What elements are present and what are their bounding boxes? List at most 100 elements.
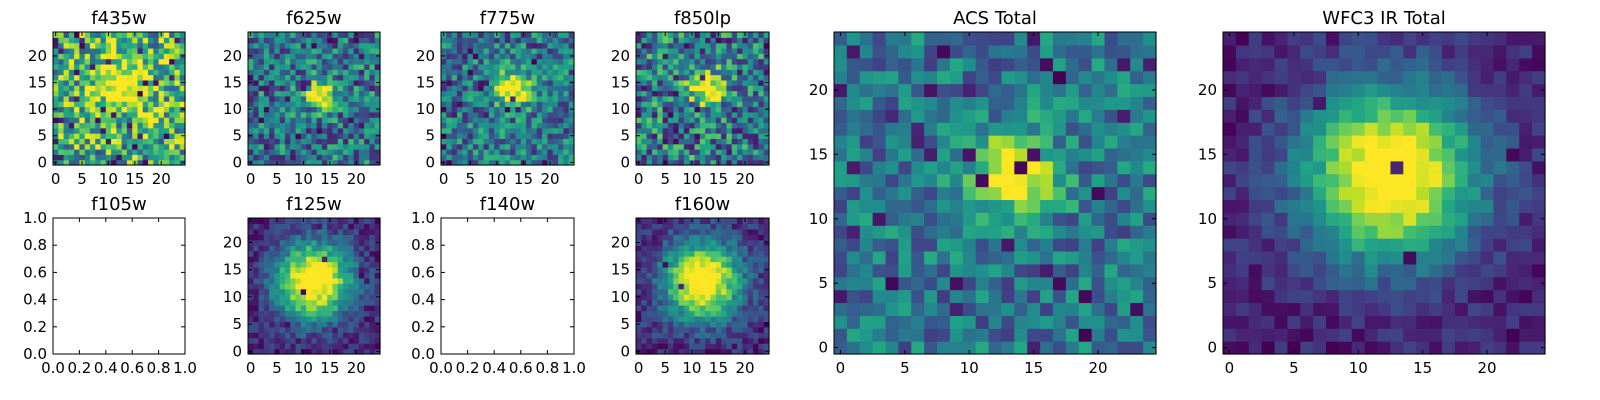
heatmap-cell	[763, 42, 770, 49]
heatmap-cell	[269, 332, 275, 339]
heatmap-cell	[353, 310, 360, 317]
heatmap-cell	[290, 47, 297, 54]
heatmap-cell	[374, 250, 381, 257]
heatmap-cell	[327, 111, 334, 118]
heatmap-cell	[174, 37, 181, 44]
heatmap-cell	[694, 266, 701, 273]
heatmap-cell	[662, 74, 669, 81]
heatmap-cell	[248, 122, 254, 129]
heatmap-cell	[462, 127, 469, 134]
heatmap-cell	[321, 63, 328, 70]
heatmap-cell	[499, 154, 506, 161]
heatmap-cell	[885, 70, 899, 85]
heatmap-cell	[153, 74, 160, 81]
heatmap-cell	[462, 117, 469, 124]
heatmap-cell	[174, 58, 181, 65]
heatmap-cell	[673, 261, 680, 268]
heatmap-cell	[316, 332, 323, 339]
heatmap-cell	[753, 149, 759, 155]
heatmap-cell	[747, 261, 754, 268]
heatmap-cell	[148, 149, 154, 155]
heatmap-cell	[472, 79, 479, 86]
heatmap-cell	[494, 138, 501, 145]
heatmap-cell	[1390, 199, 1404, 213]
heatmap-cell	[673, 117, 680, 124]
heatmap-cell	[327, 58, 334, 65]
heatmap-cell	[374, 277, 381, 284]
heatmap-cell	[636, 299, 642, 306]
heatmap-cell	[174, 122, 181, 129]
heatmap-cell	[721, 47, 728, 54]
heatmap-cell	[68, 47, 75, 54]
heatmap-cell	[1065, 109, 1080, 123]
heatmap-cell	[911, 328, 925, 342]
heatmap-cell	[699, 159, 706, 166]
heatmap-cell	[332, 315, 339, 322]
heatmap-cell	[279, 294, 286, 301]
heatmap-cell	[520, 133, 527, 139]
heatmap-cell	[295, 90, 302, 97]
heatmap-cell	[705, 326, 712, 333]
heatmap-cell	[269, 138, 275, 145]
heatmap-cell	[269, 277, 275, 284]
heatmap-cell	[121, 154, 128, 161]
heatmap-cell	[563, 69, 570, 76]
heatmap-cell	[179, 37, 186, 44]
heatmap-cell	[179, 42, 186, 49]
y-tick-label: 5	[620, 127, 630, 145]
heatmap-cell	[662, 343, 669, 350]
heatmap-cell	[483, 53, 490, 60]
heatmap-cell	[726, 32, 733, 38]
heatmap-cell	[710, 117, 717, 124]
heatmap-cell	[369, 37, 376, 44]
heatmap-cell	[446, 101, 453, 108]
heatmap-cell	[536, 79, 543, 86]
heatmap-cell	[290, 101, 297, 108]
heatmap-cell	[494, 42, 501, 49]
heatmap-cell	[300, 266, 307, 273]
heatmap-cell	[552, 53, 559, 60]
heatmap-cell	[332, 63, 339, 70]
heatmap-cell	[1454, 212, 1469, 226]
heatmap-cell	[667, 63, 674, 70]
heatmap-cell	[846, 328, 861, 342]
heatmap-cell	[137, 117, 144, 124]
heatmap-cell	[462, 74, 469, 81]
heatmap-cell	[105, 95, 112, 102]
heatmap-cell	[859, 276, 874, 291]
heatmap-cell	[949, 263, 964, 278]
heatmap-cell	[63, 63, 70, 70]
heatmap-cell	[726, 294, 733, 301]
heatmap-cell	[253, 47, 260, 54]
heatmap-cell	[483, 111, 490, 118]
heatmap-cell	[673, 245, 680, 252]
heatmap-cell	[374, 74, 381, 81]
heatmap-cell	[563, 74, 570, 81]
heatmap-cell	[279, 272, 286, 279]
heatmap-cell	[451, 47, 458, 54]
heatmap-cell	[100, 101, 107, 108]
heatmap-cell	[683, 266, 690, 273]
heatmap-cell	[353, 299, 360, 306]
heatmap-cell	[467, 117, 474, 124]
heatmap-cell	[488, 149, 495, 155]
heatmap-cell	[153, 79, 160, 86]
heatmap-cell	[510, 74, 517, 81]
heatmap-cell	[79, 106, 86, 113]
heatmap-cell	[651, 294, 658, 301]
heatmap-cell	[300, 63, 307, 70]
heatmap-cell	[673, 266, 680, 273]
heatmap-cell	[731, 321, 738, 328]
heatmap-cell	[142, 42, 149, 49]
heatmap-cell	[715, 332, 722, 339]
heatmap-cell	[1300, 276, 1314, 291]
heatmap-cell	[284, 310, 291, 317]
heatmap-cell	[478, 63, 485, 70]
heatmap-cell	[678, 154, 685, 161]
heatmap-cell	[472, 101, 479, 108]
heatmap-cell	[763, 272, 770, 279]
heatmap-cell	[678, 149, 685, 155]
heatmap-cell	[1390, 212, 1404, 226]
heatmap-cell	[742, 239, 749, 246]
heatmap-cell	[263, 332, 270, 339]
